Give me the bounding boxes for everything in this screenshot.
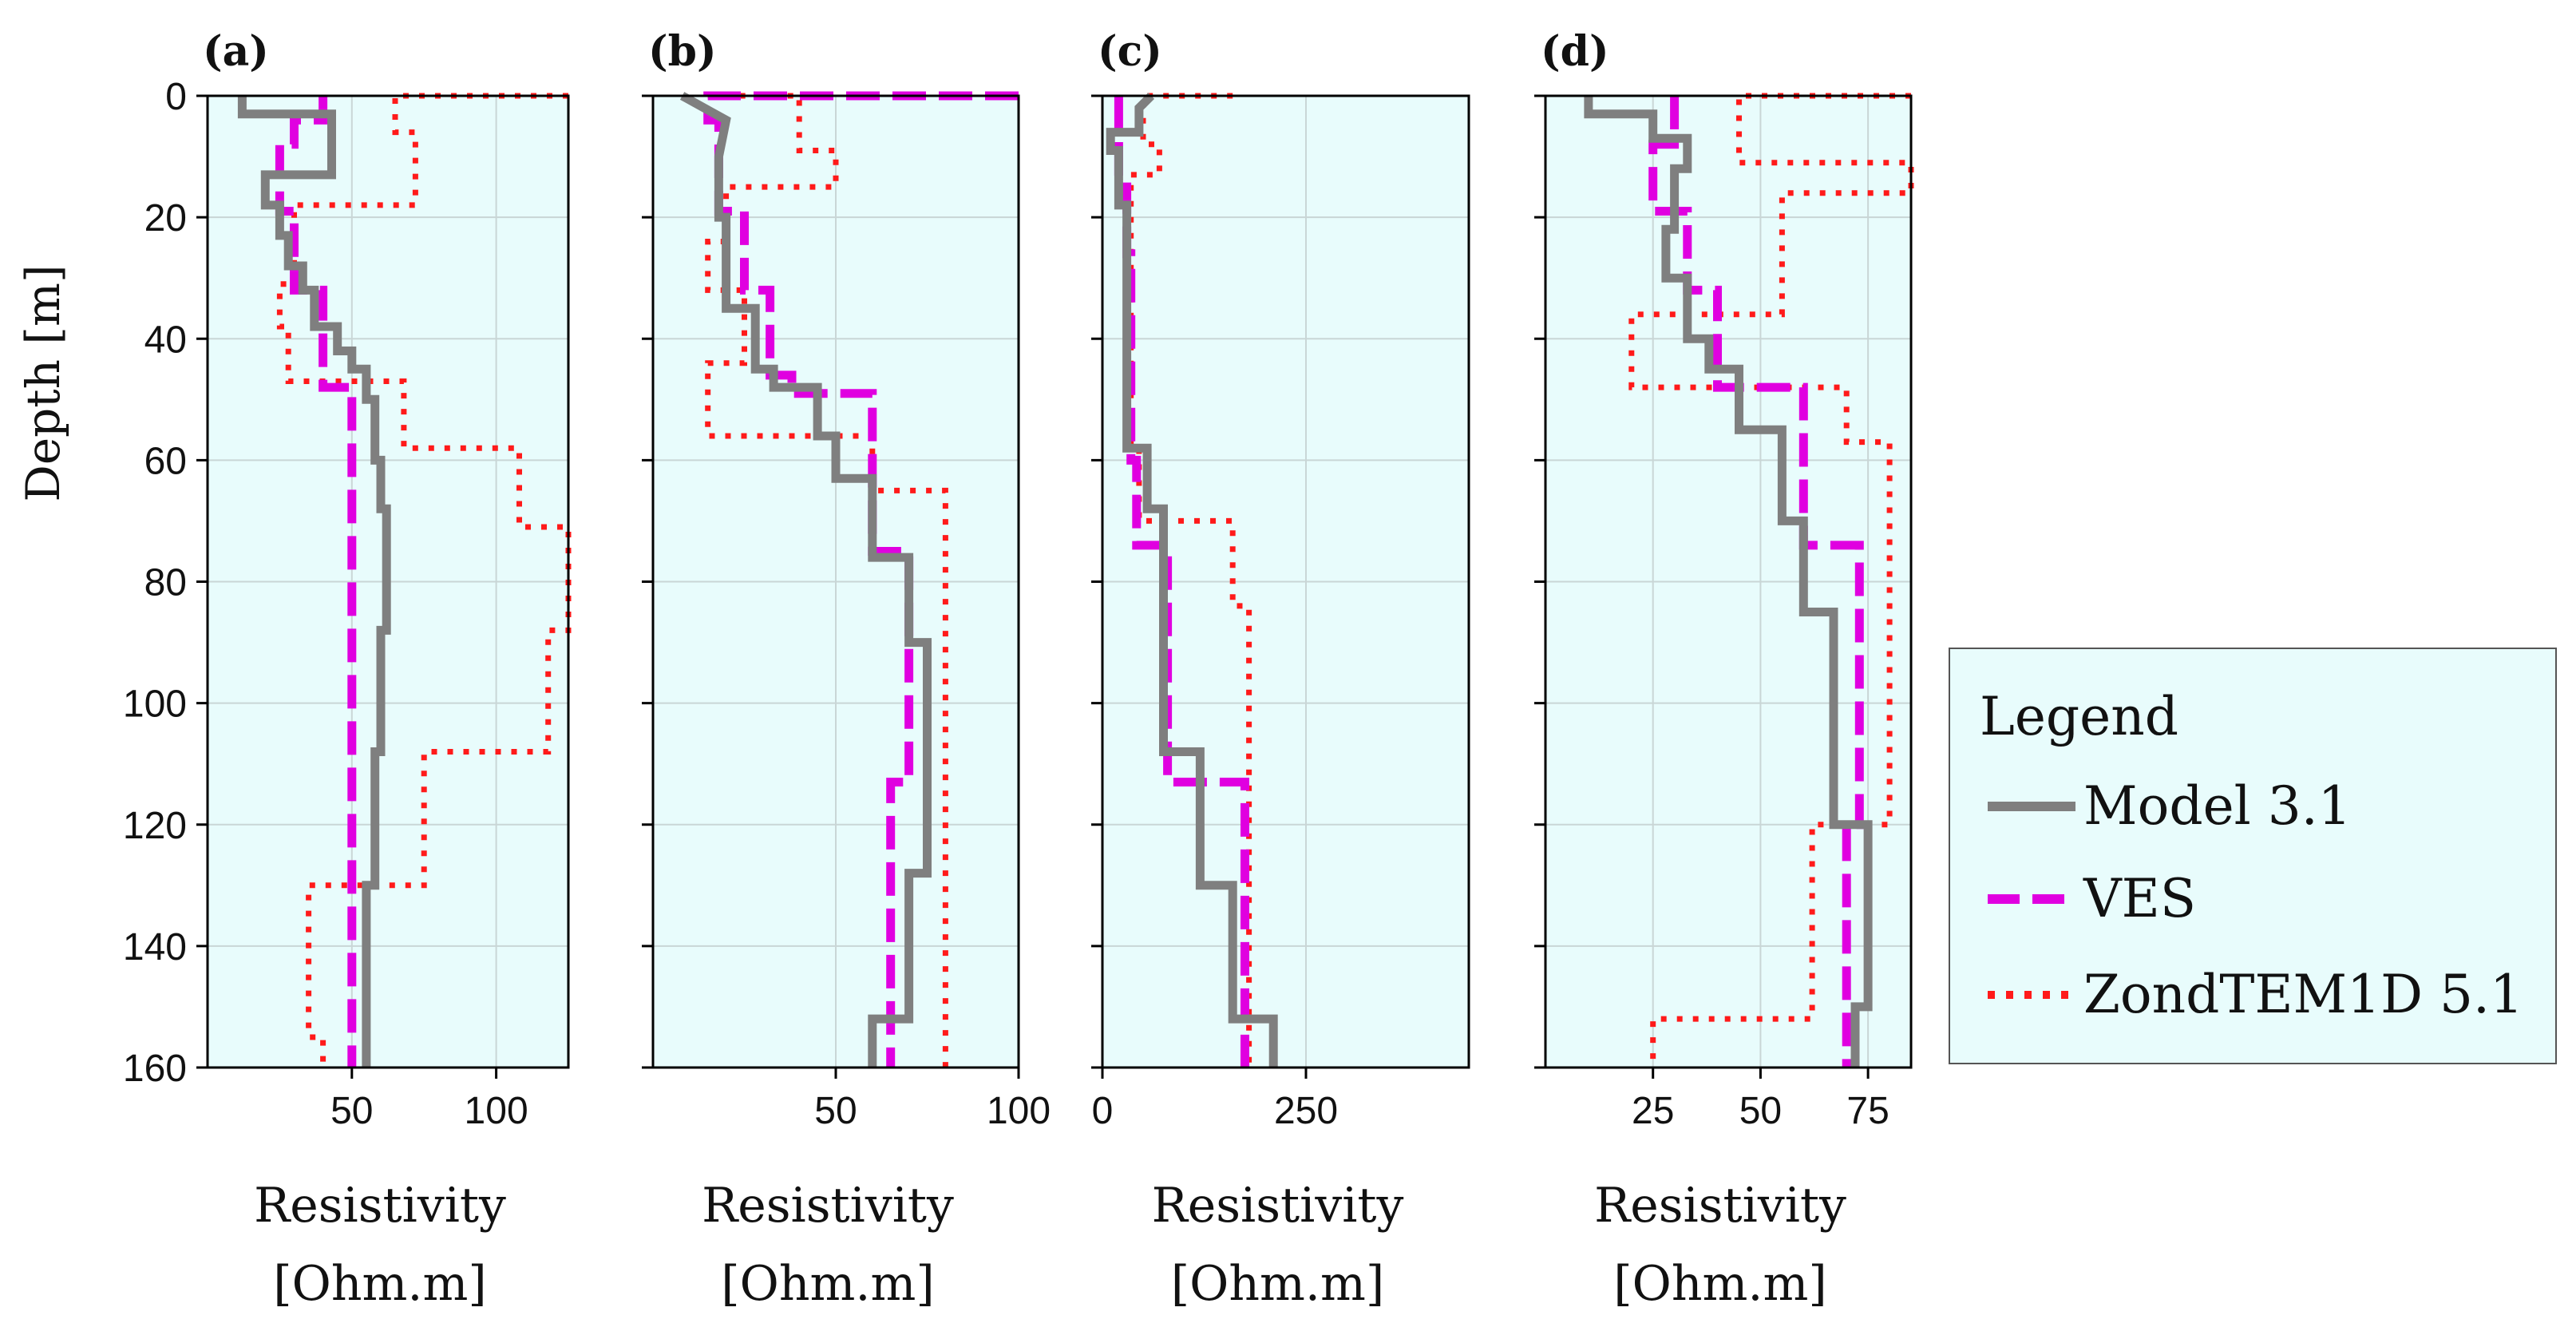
x-tick-label: 50 — [330, 1090, 373, 1132]
x-tick-label: 250 — [1274, 1090, 1338, 1132]
panel-label: (d) — [1541, 27, 1609, 76]
panel-label: (c) — [1098, 27, 1162, 76]
x-tick-label: 50 — [1739, 1090, 1782, 1132]
zond-line — [1628, 93, 1914, 1068]
x-tick-label: 75 — [1846, 1090, 1889, 1132]
x-tick-label: 100 — [987, 1090, 1051, 1132]
x-tick-label: 25 — [1632, 1090, 1674, 1132]
ves-line — [1114, 96, 1249, 1068]
x-axis-label: Resistivity — [254, 1178, 506, 1234]
y-tick-label: 40 — [144, 319, 187, 361]
legend-label-model: Model 3.1 — [2083, 775, 2352, 837]
x-axis-unit-label: [Ohm.m] — [1613, 1256, 1827, 1312]
x-axis-unit-label: [Ohm.m] — [721, 1256, 935, 1312]
y-tick-label: 80 — [144, 562, 187, 604]
x-axis-unit-label: [Ohm.m] — [273, 1256, 487, 1312]
legend-label-zond: ZondTEM1D 5.1 — [2083, 964, 2523, 1025]
chart-panels: 0 20 40 60 80 100 120 140 160 50 100 (a) Resistivity… — [123, 27, 1914, 1312]
zond-line — [276, 93, 572, 1068]
x-tick-label: 50 — [814, 1090, 857, 1132]
panel-a: 0 20 40 60 80 100 120 140 160 50 100 (a) Resistivity… — [123, 27, 572, 1312]
model-line — [679, 92, 932, 1068]
zond-line — [705, 93, 948, 1068]
legend-title: Legend — [1980, 686, 2178, 747]
y-tick-label: 0 — [165, 76, 187, 118]
legend-box — [1949, 648, 2557, 1064]
x-tick-label: 0 — [1092, 1090, 1114, 1132]
legend-label-ves: VES — [2083, 868, 2196, 929]
y-tick-label: 160 — [123, 1048, 187, 1090]
y-tick-label: 60 — [144, 440, 187, 482]
x-axis-label: Resistivity — [1152, 1178, 1404, 1234]
x-axis-label: Resistivity — [1594, 1178, 1846, 1234]
panel-label: (a) — [203, 27, 269, 76]
legend: Legend Model 3.1 VES ZondTEM1D 5.1 — [1949, 648, 2557, 1064]
model-line — [1584, 96, 1873, 1068]
panel-label: (b) — [648, 27, 717, 76]
x-tick-label: 100 — [465, 1090, 528, 1132]
panel-d: 25 50 75 (d) Resistivity [Ohm.m] — [1534, 27, 1914, 1312]
y-tick-label: 20 — [144, 197, 187, 240]
y-tick-label: 120 — [123, 805, 187, 847]
y-tick-label: 140 — [123, 926, 187, 969]
y-axis-label: Depth [m] — [16, 264, 70, 501]
panel-c: 0 250 (c) Resistivity [Ohm.m] — [1091, 27, 1470, 1312]
model-line — [237, 96, 391, 1068]
y-tick-label: 100 — [123, 683, 187, 726]
x-axis-unit-label: [Ohm.m] — [1171, 1256, 1385, 1312]
panel-b: 50 100 (b) Resistivity [Ohm.m] — [642, 27, 1051, 1312]
ves-line — [275, 96, 357, 1068]
x-axis-label: Resistivity — [702, 1178, 954, 1234]
model-line — [1106, 93, 1278, 1068]
ves-line — [1648, 96, 1864, 1068]
